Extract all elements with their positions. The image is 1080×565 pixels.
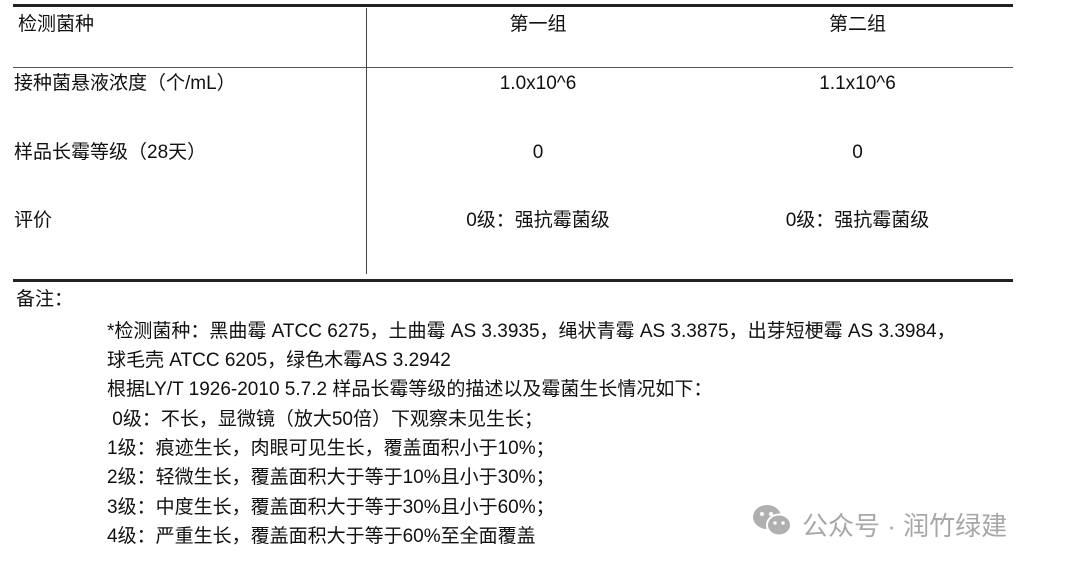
table-bottom-border: [13, 279, 1013, 282]
notes-title: 备注：: [16, 289, 74, 310]
cell-concentration-g1: 1.0x10^6: [499, 73, 577, 94]
note-line: 1级：痕迹生长，肉眼可见生长，覆盖面积小于10%；: [107, 438, 555, 459]
table-top-border: [13, 4, 1013, 7]
header-divider: [13, 67, 1013, 68]
header-group1: 第一组: [509, 14, 567, 35]
note-line: 0级：不长，显微镜（放大50倍）下观察未见生长；: [107, 409, 543, 430]
note-line: 2级：轻微生长，覆盖面积大于等于10%且小于30%；: [107, 467, 555, 488]
cell-concentration-g2: 1.1x10^6: [819, 73, 896, 94]
note-line: 球毛壳 ATCC 6205，绿色木霉AS 3.2942: [107, 350, 451, 371]
note-line: 3级：中度生长，覆盖面积大于等于30%且小于60%；: [107, 497, 555, 518]
column-divider: [366, 8, 367, 274]
cell-grade-g2: 0: [852, 142, 863, 163]
header-species: 检测菌种: [18, 14, 95, 35]
cell-evaluation-g1: 0级：强抗霉菌级: [466, 210, 610, 231]
cell-evaluation-g2: 0级：强抗霉菌级: [785, 210, 930, 231]
cell-grade-g1: 0: [532, 142, 544, 163]
row-label-grade: 样品长霉等级（28天）: [14, 142, 207, 163]
watermark: 公众号 · 润竹绿建: [752, 504, 1007, 545]
row-label-evaluation: 评价: [14, 210, 53, 231]
row-label-concentration: 接种菌悬液浓度（个/mL）: [14, 73, 236, 94]
wechat-icon: [752, 504, 794, 545]
note-line: *检测菌种：黑曲霉 ATCC 6275，土曲霉 AS 3.3935，绳状青霉 A…: [107, 321, 956, 342]
header-group2: 第二组: [828, 14, 886, 35]
note-line: 4级：严重生长，覆盖面积大于等于60%至全面覆盖: [107, 526, 536, 547]
watermark-text: 公众号 · 润竹绿建: [802, 511, 1008, 541]
note-line: 根据LY/T 1926-2010 5.7.2 样品长霉等级的描述以及霉菌生长情况…: [107, 379, 713, 400]
